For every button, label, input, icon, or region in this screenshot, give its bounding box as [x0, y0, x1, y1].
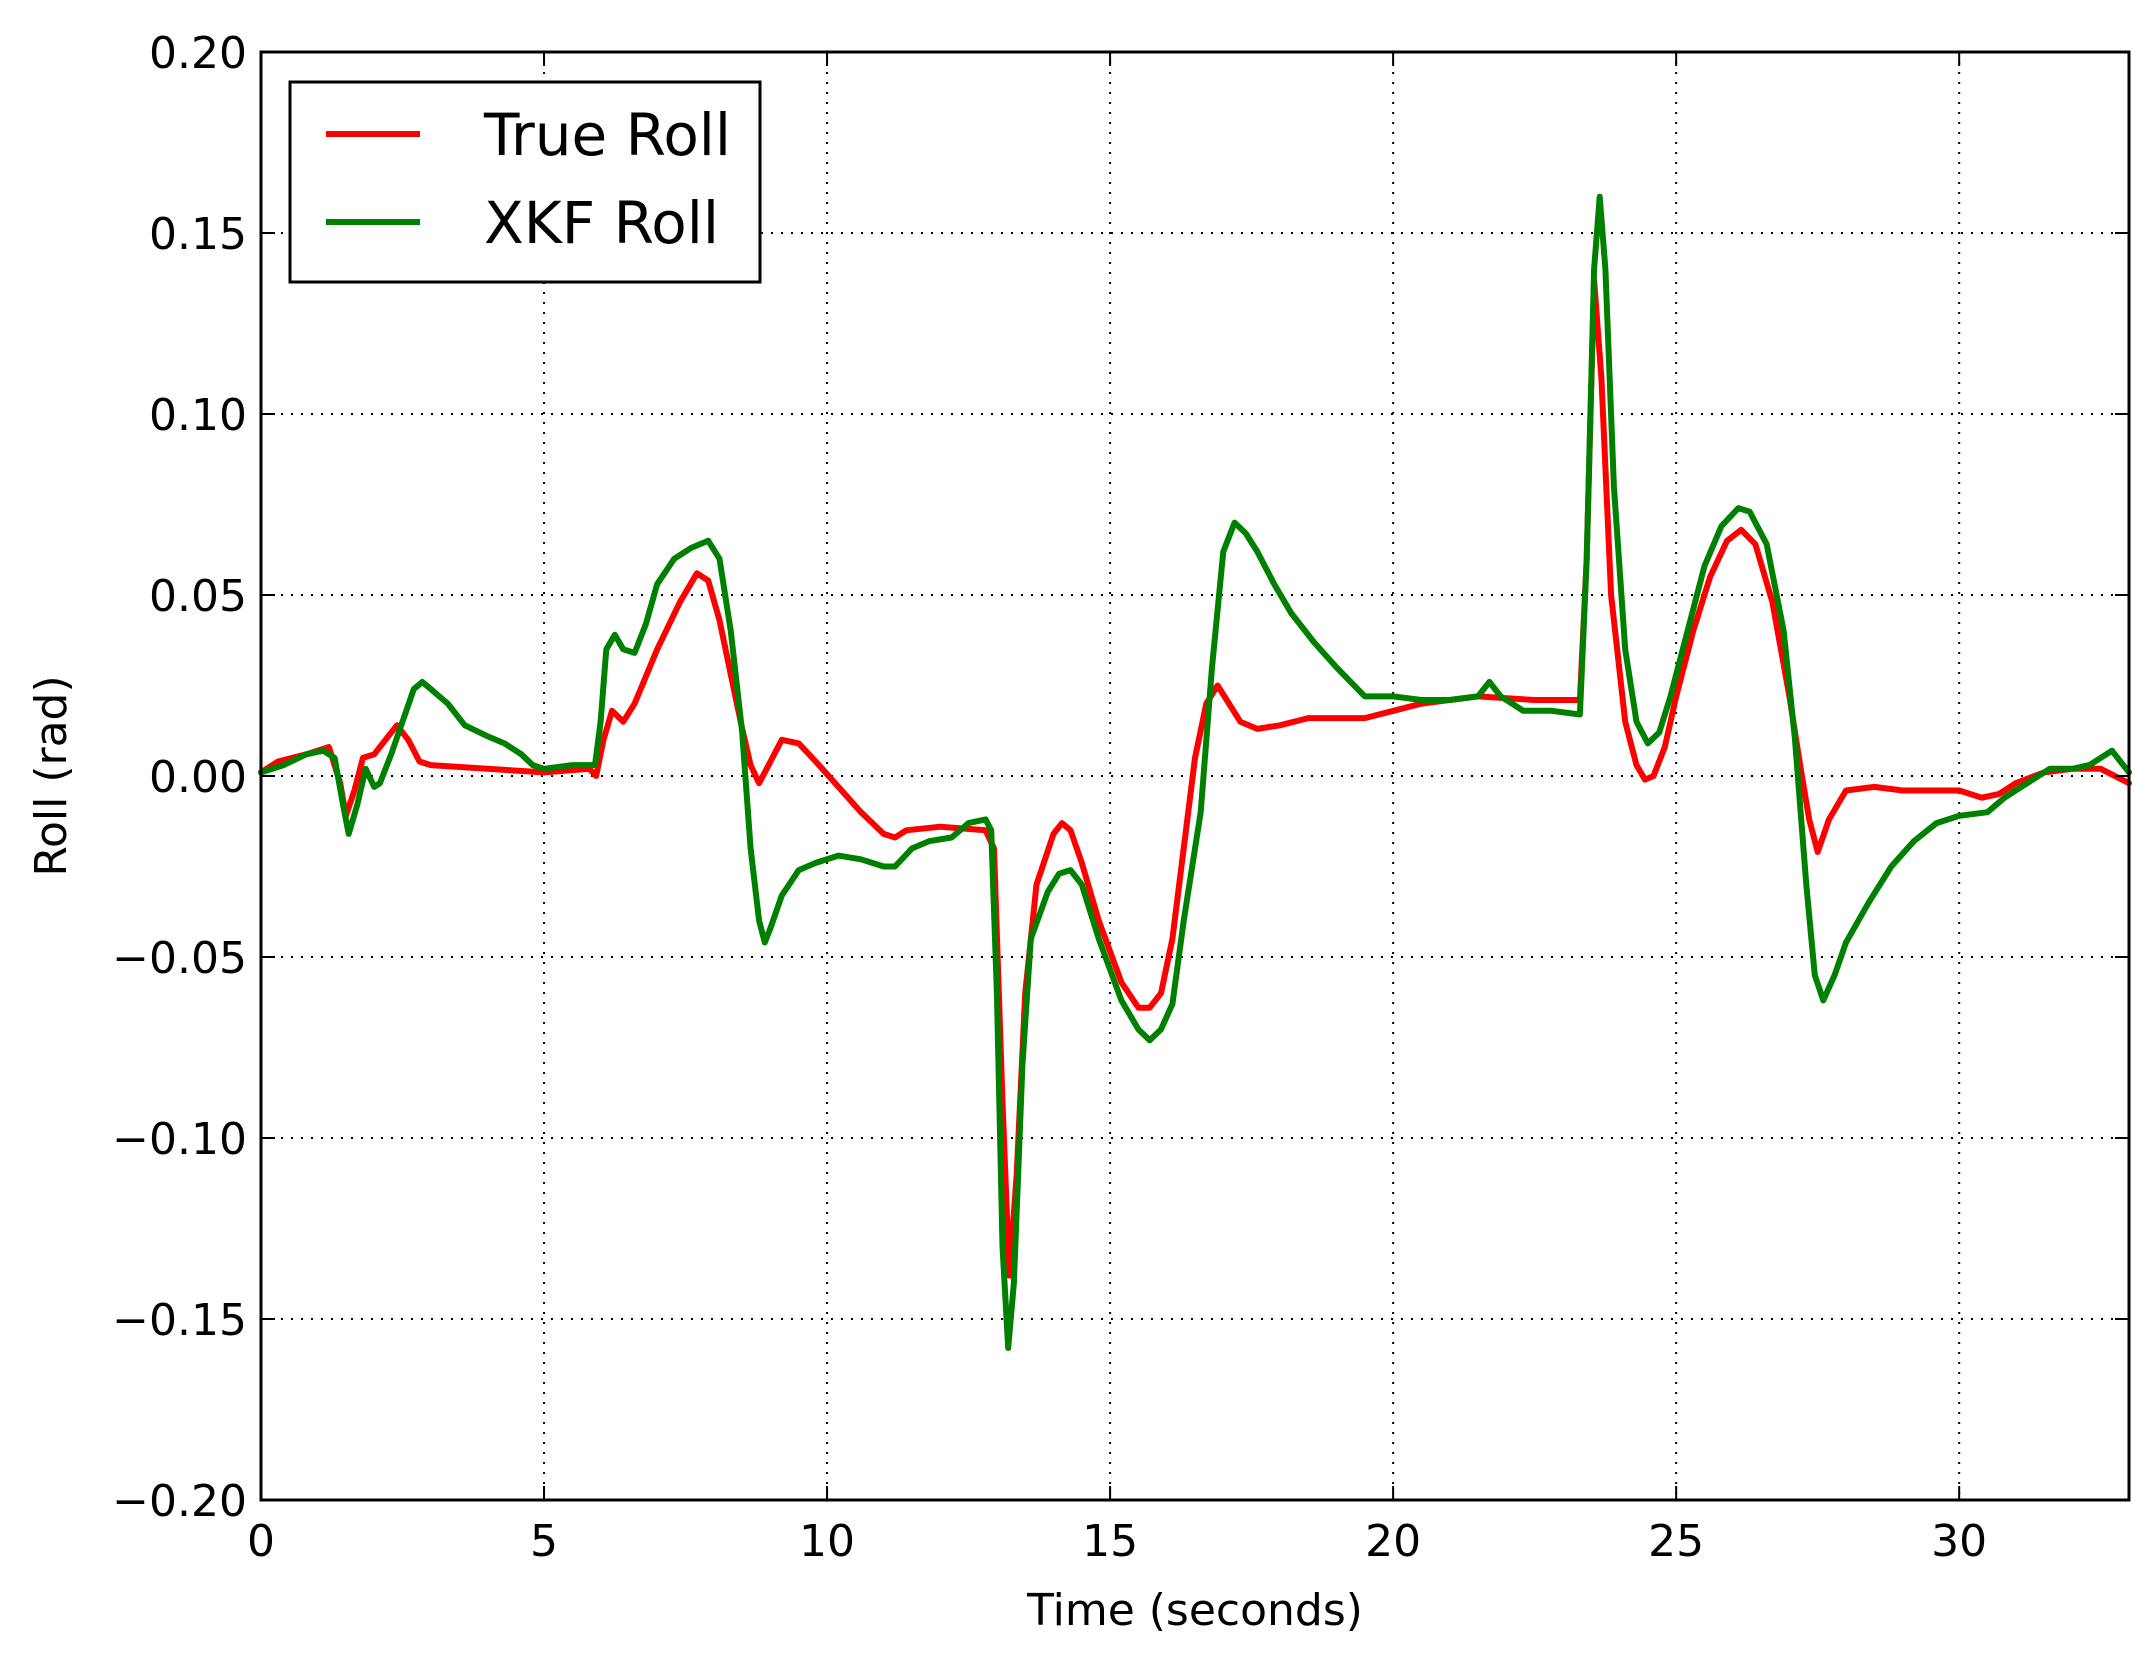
y-tick-label: 0.05 [149, 571, 247, 622]
x-tick-label: 30 [1931, 1516, 1987, 1567]
series-group [258, 193, 2132, 1351]
y-tick-label: 0.20 [149, 28, 247, 79]
y-tick-label: 0.00 [149, 752, 247, 803]
legend-label-xkf-roll: XKF Roll [484, 189, 719, 257]
y-tick-label: −0.10 [112, 1114, 247, 1165]
series-line-true-roll [258, 277, 2132, 1279]
x-tick-label: 5 [530, 1516, 558, 1567]
x-tick-label: 25 [1648, 1516, 1704, 1567]
series-line-xkf-roll [258, 193, 2132, 1351]
grid [261, 52, 2129, 1500]
x-tick-label: 20 [1365, 1516, 1421, 1567]
x-tick-label: 0 [247, 1516, 275, 1567]
y-tick-label: −0.15 [112, 1295, 247, 1346]
legend-box [288, 80, 762, 284]
legend: True Roll XKF Roll [288, 80, 762, 284]
x-tick-label: 10 [799, 1516, 855, 1567]
y-tick-label: −0.05 [112, 933, 247, 984]
legend-label-true-roll: True Roll [483, 101, 731, 169]
y-tick-label: 0.15 [149, 209, 247, 260]
x-tick-label: 15 [1082, 1516, 1138, 1567]
y-tick-label: −0.20 [112, 1476, 247, 1527]
x-axis-label: Time (seconds) [1026, 1585, 1363, 1636]
ticks: 0 5 10 15 20 25 30 −0.20 −0.15 −0.10 −0.05 0.00 0.05… [112, 28, 2129, 1567]
y-tick-label: 0.10 [149, 390, 247, 441]
y-axis-label: Roll (rad) [26, 675, 77, 876]
